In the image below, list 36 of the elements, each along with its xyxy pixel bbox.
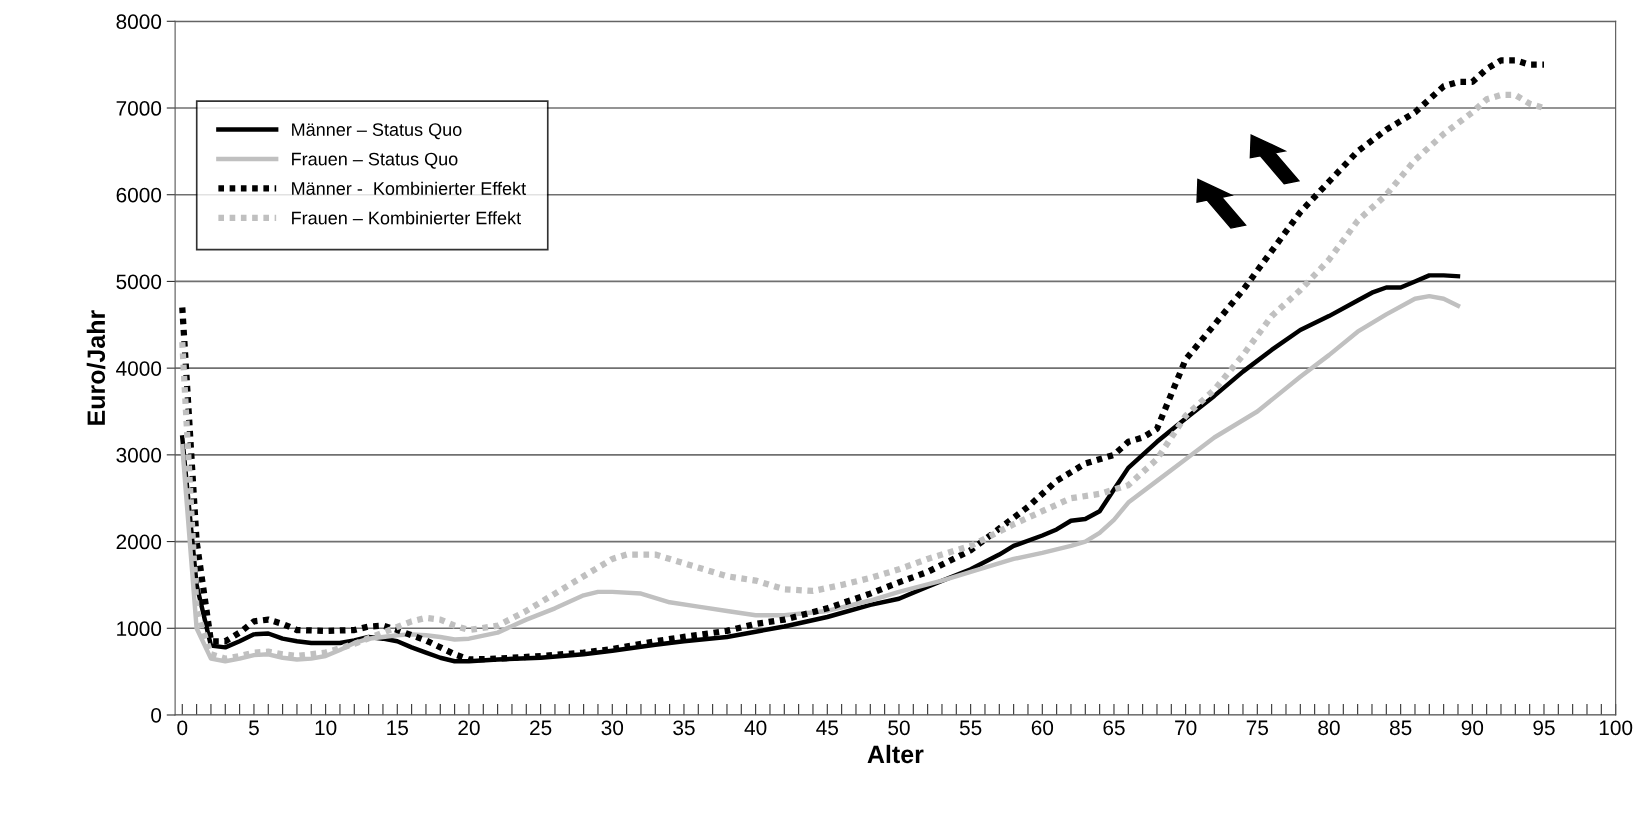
x-tick-label: 75 [1246,720,1269,736]
x-tick-label: 30 [601,720,624,736]
x-tick-label: 100 [1599,720,1633,736]
y-tick-label: 3000 [116,447,162,463]
x-tick-label: 55 [959,720,982,736]
x-tick-label: 10 [315,720,337,736]
legend-label: Männer - Kombinierter Effekt [292,181,526,195]
x-tick-label: 85 [1389,720,1412,736]
y-tick-label: 4000 [116,361,162,376]
x-tick-label: 20 [458,720,480,736]
x-tick-label: 0 [177,720,188,736]
y-tick-label: 5000 [116,274,162,290]
x-tick-label: 5 [248,720,259,736]
x-tick-label: 70 [1175,720,1197,736]
y-tick-label: 2000 [116,534,162,550]
x-axis-title: Alter [867,744,924,764]
x-tick-label: 50 [888,720,910,736]
legend-label: Frauen – Status Quo [292,152,458,169]
x-tick-label: 65 [1103,720,1125,736]
y-tick-label: 1000 [117,621,162,637]
y-tick-label: 7000 [116,101,162,116]
y-tick-label: 8000 [116,14,162,30]
x-tick-label: 25 [530,720,552,736]
x-tick-label: 90 [1461,720,1484,736]
x-tick-label: 60 [1031,720,1054,736]
y-axis-title: Euro/Jahr [86,310,106,425]
y-tick-label: 0 [151,707,162,723]
x-tick-label: 45 [816,720,839,736]
x-tick-label: 15 [387,720,408,736]
x-tick-label: 40 [744,720,767,736]
y-tick-label: 6000 [116,187,162,203]
x-tick-label: 80 [1318,720,1340,736]
legend-label: Männer – Status Quo [292,123,462,140]
x-tick-label: 35 [673,720,695,736]
x-tick-label: 95 [1533,720,1555,736]
legend-label: Frauen – Kombinierter Effekt [292,211,521,225]
